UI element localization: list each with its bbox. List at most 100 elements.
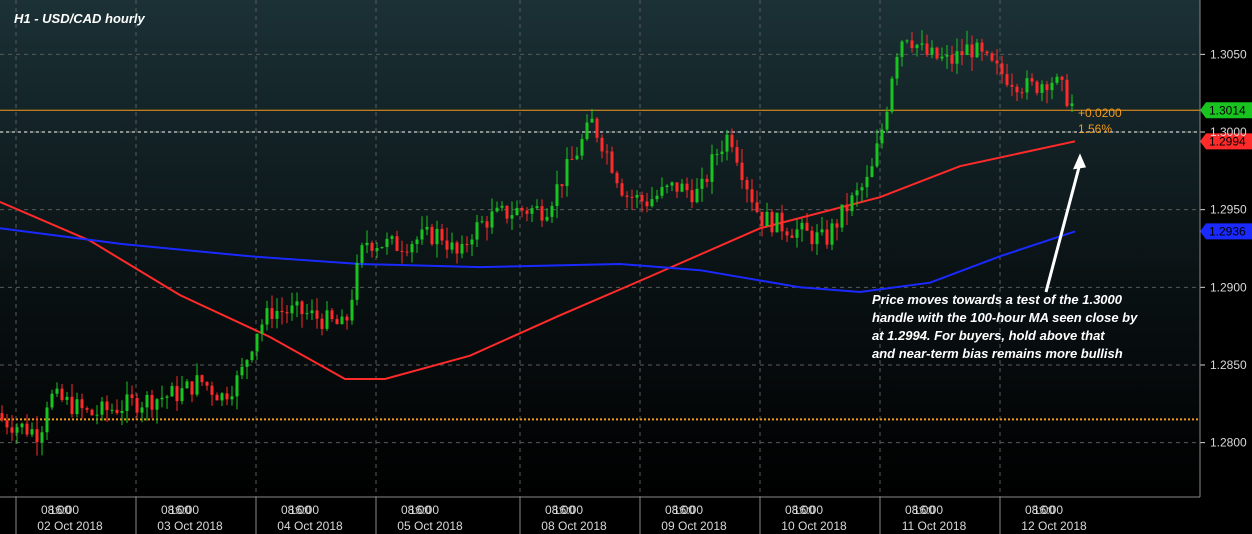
annotation-line: at 1.2994. For buyers, hold above that xyxy=(872,328,1105,343)
candle-body xyxy=(355,262,359,300)
candle-body xyxy=(215,394,219,401)
candle-body xyxy=(185,381,189,389)
candle-body xyxy=(0,413,4,421)
candle-body xyxy=(545,216,549,221)
price-tag-label: 1.2936 xyxy=(1209,224,1246,238)
candle-body xyxy=(645,201,649,207)
candle-body xyxy=(140,407,144,413)
candle-body xyxy=(880,129,884,144)
candle-body xyxy=(1005,74,1009,85)
x-time-label: 08:00 xyxy=(161,503,191,517)
x-time-label: 16:00 xyxy=(169,503,199,517)
candle-body xyxy=(975,42,979,58)
candle-body xyxy=(430,226,434,245)
candle-body xyxy=(500,205,504,208)
candle-body xyxy=(1010,84,1014,87)
annotation-text: Price moves towards a test of the 1.3000… xyxy=(872,292,1138,361)
candle-body xyxy=(805,222,809,231)
candle-body xyxy=(710,154,714,182)
candle-body xyxy=(795,229,799,238)
candle-body xyxy=(165,396,169,398)
candle-body xyxy=(125,394,129,411)
candle-body xyxy=(60,388,64,400)
price-tags: 1.3014 1.2994 1.2936 xyxy=(1200,102,1252,240)
candle-body xyxy=(280,310,284,313)
candle-body xyxy=(945,54,949,57)
candle-body xyxy=(460,244,464,254)
candle-body xyxy=(570,159,574,161)
x-time-label: 08:00 xyxy=(1025,503,1055,517)
candle-body xyxy=(740,162,744,181)
candle-body xyxy=(170,386,174,397)
candle-body xyxy=(80,399,84,409)
candle-body xyxy=(705,178,709,182)
candle-body xyxy=(255,333,259,352)
candle-body xyxy=(550,205,554,217)
candle-body xyxy=(575,155,579,160)
candle-body xyxy=(530,208,534,214)
candle-body xyxy=(785,231,789,236)
x-time-label: 16:00 xyxy=(913,503,943,517)
candle-body xyxy=(775,212,779,233)
candle-body xyxy=(50,393,54,408)
candle-body xyxy=(180,388,184,402)
candle-body xyxy=(385,238,389,248)
candle-body xyxy=(660,187,664,196)
candle-body xyxy=(410,244,414,253)
candle-body xyxy=(825,229,829,245)
candle-body xyxy=(325,310,329,329)
arrow-head xyxy=(1073,153,1086,170)
candle-body xyxy=(455,242,459,254)
moving-average-line xyxy=(0,227,1076,294)
candle-body xyxy=(205,382,209,386)
candle-body xyxy=(690,190,694,203)
candle-body xyxy=(505,205,509,219)
x-time-label: 16:00 xyxy=(793,503,823,517)
arrow-shaft xyxy=(1044,162,1082,293)
candle-body xyxy=(220,393,224,401)
candle-body xyxy=(985,51,989,54)
candle-body xyxy=(725,134,729,152)
x-date-label: 09 Oct 2018 xyxy=(661,519,727,533)
candle-body xyxy=(510,215,514,219)
candle-body xyxy=(1050,82,1054,91)
candle-body xyxy=(160,397,164,400)
candle-body xyxy=(720,151,724,155)
candle-body xyxy=(695,188,699,203)
candle-body xyxy=(995,60,999,64)
candle-body xyxy=(190,381,194,395)
candle-body xyxy=(95,414,99,416)
candle-body xyxy=(230,396,234,400)
candle-body xyxy=(340,316,344,325)
candle-body xyxy=(305,313,309,315)
candle-body xyxy=(780,212,784,232)
candle-body xyxy=(855,190,859,196)
candle-body xyxy=(175,386,179,402)
candle-body xyxy=(900,41,904,57)
candle-body xyxy=(335,319,339,325)
candle-body xyxy=(480,221,484,223)
candle-body xyxy=(675,182,679,192)
x-time-label: 08:00 xyxy=(545,503,575,517)
x-time-label: 08:00 xyxy=(41,503,71,517)
candle-body xyxy=(490,211,494,228)
candle-body xyxy=(285,312,289,314)
candle-body xyxy=(110,409,114,411)
candle-body xyxy=(560,184,564,187)
candle-body xyxy=(940,56,944,59)
candle-body xyxy=(840,204,844,228)
x-time-label: 08:00 xyxy=(905,503,935,517)
annotation-arrow xyxy=(1044,153,1086,293)
candle-body xyxy=(300,301,304,315)
candle-body xyxy=(920,43,924,45)
candle-body xyxy=(520,207,524,211)
candle-body xyxy=(600,137,604,152)
candle-body xyxy=(245,360,249,367)
candle-body xyxy=(615,172,619,184)
candle-body xyxy=(295,301,299,306)
candle-body xyxy=(1020,92,1024,94)
candle-body xyxy=(965,44,969,56)
price-tag-label: 1.3014 xyxy=(1209,103,1246,117)
candle-body xyxy=(665,185,669,188)
candle-body xyxy=(235,375,239,397)
